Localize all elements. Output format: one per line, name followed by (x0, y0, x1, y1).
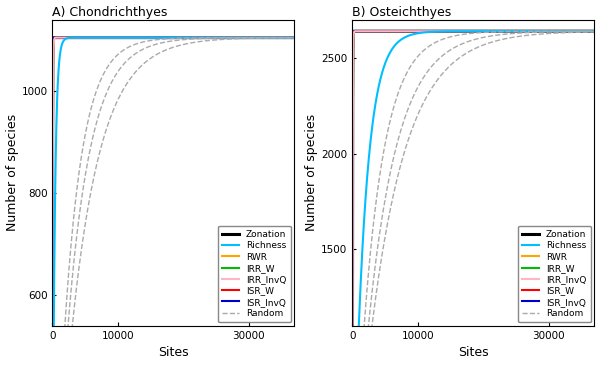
Legend: Zonation, Richness, RWR, IRR_W, IRR_InvQ, ISR_W, ISR_InvQ, Random: Zonation, Richness, RWR, IRR_W, IRR_InvQ… (518, 226, 591, 322)
Y-axis label: Number of species: Number of species (5, 114, 19, 231)
Legend: Zonation, Richness, RWR, IRR_W, IRR_InvQ, ISR_W, ISR_InvQ, Random: Zonation, Richness, RWR, IRR_W, IRR_InvQ… (218, 226, 291, 322)
Y-axis label: Number of species: Number of species (305, 114, 319, 231)
X-axis label: Sites: Sites (458, 346, 489, 360)
Text: A) Chondrichthyes: A) Chondrichthyes (52, 5, 167, 19)
Text: B) Osteichthyes: B) Osteichthyes (352, 5, 452, 19)
X-axis label: Sites: Sites (158, 346, 188, 360)
